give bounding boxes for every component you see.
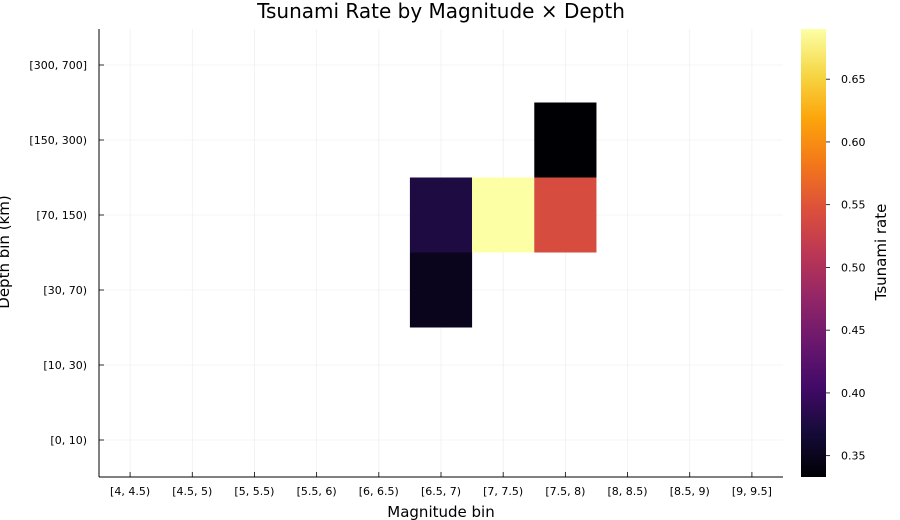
heatmap-cells: [409, 102, 597, 328]
x-tick-label: [8, 8.5): [608, 485, 648, 498]
x-tick-label: [6, 6.5): [359, 485, 399, 498]
heatmap-cell: [472, 177, 535, 253]
y-tick-label: [300, 700]: [29, 59, 87, 72]
chart-title: Tsunami Rate by Magnitude × Depth: [256, 0, 625, 23]
y-tick-label: [30, 70): [43, 284, 87, 297]
y-tick-label: [70, 150): [36, 209, 87, 222]
x-axis-ticks: [4, 4.5) [4.5, 5) [5, 5.5) [5.5, 6) [6, 6.5)…: [110, 472, 772, 498]
heatmap-cell: [534, 102, 597, 178]
x-tick-label: [4.5, 5): [172, 485, 212, 498]
colorbar-label: Tsunami rate: [872, 204, 890, 302]
colorbar-tick-label: 0.50: [841, 261, 866, 274]
heatmap-cell: [534, 177, 597, 253]
y-axis-ticks: [0, 10) [10, 30) [30, 70) [70, 150) [150, 30…: [29, 59, 104, 447]
y-tick-label: [10, 30): [43, 359, 87, 372]
colorbar-ticks: 0.35 0.40 0.45 0.50 0.55 0.60 0.65: [826, 73, 866, 463]
y-tick-label: [0, 10): [50, 434, 87, 447]
x-tick-label: [5, 5.5): [234, 485, 274, 498]
x-tick-label: [4, 4.5): [110, 485, 150, 498]
x-tick-label: [5.5, 6): [297, 485, 337, 498]
x-tick-label: [6.5, 7): [421, 485, 461, 498]
y-axis-label: Depth bin (km): [0, 195, 13, 308]
heatmap-cell: [409, 252, 473, 328]
colorbar-tick-label: 0.65: [841, 73, 866, 86]
colorbar-tick-label: 0.40: [841, 387, 866, 400]
x-tick-label: [7, 7.5): [483, 485, 523, 498]
colorbar: [801, 29, 826, 477]
colorbar-tick-label: 0.35: [841, 450, 866, 463]
colorbar-tick-label: 0.45: [841, 324, 866, 337]
x-tick-label: [7.5, 8): [545, 485, 585, 498]
colorbar-tick-label: 0.60: [841, 136, 866, 149]
colorbar-tick-label: 0.55: [841, 199, 866, 212]
y-tick-label: [150, 300): [29, 134, 87, 147]
heatmap-cell: [409, 177, 473, 253]
x-axis-label: Magnitude bin: [387, 503, 494, 520]
x-tick-label: [9, 9.5]: [732, 485, 772, 498]
x-tick-label: [8.5, 9): [670, 485, 710, 498]
